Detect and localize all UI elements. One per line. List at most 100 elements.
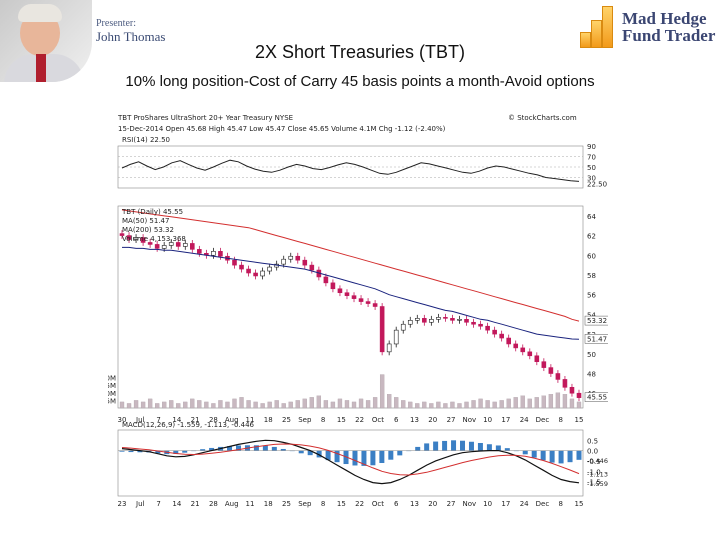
price-candle bbox=[548, 367, 554, 374]
price-candle bbox=[344, 292, 350, 296]
price-candle bbox=[232, 259, 237, 266]
x-tick-top-5: 28 bbox=[209, 416, 218, 424]
macd-histogram-bar bbox=[451, 440, 457, 451]
price-candle bbox=[133, 237, 139, 240]
price-candle bbox=[478, 323, 483, 327]
volume-bar bbox=[140, 401, 146, 409]
volume-bar bbox=[302, 398, 307, 409]
price-candle bbox=[372, 303, 378, 307]
price-candle bbox=[443, 317, 448, 319]
price-candle bbox=[422, 318, 427, 323]
macd-tick-3: -1.0 bbox=[587, 468, 601, 476]
macd-histogram-bar bbox=[379, 450, 385, 463]
chart-source-label: © StockCharts.com bbox=[508, 114, 577, 122]
volume-bar bbox=[204, 401, 209, 409]
x-tick-top-3: 14 bbox=[172, 416, 181, 424]
price-candle bbox=[337, 288, 343, 294]
price-tick-4: 56 bbox=[587, 292, 596, 300]
price-candle bbox=[450, 318, 455, 321]
volume-bar bbox=[295, 400, 300, 409]
x-tick-bottom-16: 13 bbox=[410, 500, 419, 508]
x-tick-bottom-1: Jul bbox=[135, 500, 145, 508]
volume-bar bbox=[330, 401, 336, 409]
x-tick-bottom-17: 20 bbox=[428, 500, 437, 508]
volume-bar bbox=[548, 394, 554, 409]
price-candle bbox=[492, 329, 497, 335]
x-tick-top-23: Dec bbox=[536, 416, 550, 424]
macd-tick-0: 0.5 bbox=[587, 437, 598, 445]
macd-histogram-bar bbox=[442, 440, 448, 451]
price-tick-3: 58 bbox=[587, 272, 596, 280]
price-candle bbox=[386, 343, 392, 353]
x-tick-bottom-20: 10 bbox=[483, 500, 492, 508]
price-tick-5: 54 bbox=[587, 311, 596, 319]
volume-bar bbox=[520, 395, 525, 409]
x-tick-bottom-3: 14 bbox=[172, 500, 181, 508]
macd-last-label-1: -1.113 bbox=[587, 471, 608, 479]
price-candle bbox=[281, 258, 287, 265]
x-tick-bottom-21: 17 bbox=[501, 500, 510, 508]
macd-histogram-bar bbox=[424, 443, 430, 451]
macd-histogram-bar bbox=[486, 444, 492, 451]
x-tick-bottom-23: Dec bbox=[536, 500, 550, 508]
macd-histogram-bar bbox=[182, 450, 188, 453]
volume-bar bbox=[169, 400, 174, 409]
x-tick-bottom-10: Sep bbox=[298, 500, 312, 508]
macd-histogram-bar bbox=[388, 450, 394, 460]
volume-bar bbox=[478, 398, 483, 409]
macd-panel-frame bbox=[117, 429, 584, 497]
volume-bar bbox=[562, 394, 568, 409]
x-tick-bottom-7: 11 bbox=[245, 500, 254, 508]
x-tick-top-19: Nov bbox=[462, 416, 476, 424]
volume-bar bbox=[415, 403, 420, 409]
price-candle bbox=[147, 242, 153, 245]
x-tick-top-8: 18 bbox=[264, 416, 273, 424]
volume-bar bbox=[499, 400, 504, 409]
price-candle bbox=[407, 320, 413, 325]
volume-bar bbox=[422, 401, 427, 409]
macd-histogram-bar bbox=[307, 450, 313, 456]
logo-line-1: Mad Hedge bbox=[622, 9, 707, 28]
macd-histogram-bar bbox=[468, 441, 474, 451]
x-tick-top-12: 15 bbox=[337, 416, 346, 424]
volume-bar bbox=[133, 400, 139, 409]
price-legend-3: Volume 4,153,368 bbox=[122, 235, 186, 243]
price-candle bbox=[175, 242, 181, 247]
price-legend-1: MA(50) 51.47 bbox=[122, 217, 169, 225]
volume-bar bbox=[239, 397, 244, 409]
ma50-line bbox=[122, 246, 580, 340]
volume-bar bbox=[513, 397, 518, 409]
volume-bar bbox=[555, 392, 561, 409]
price-candle bbox=[119, 233, 125, 236]
volume-bar bbox=[218, 400, 223, 409]
price-candle bbox=[154, 244, 160, 249]
volume-bar bbox=[246, 400, 251, 409]
price-candle bbox=[323, 276, 329, 284]
volume-bar bbox=[351, 401, 357, 409]
price-candle bbox=[140, 237, 146, 243]
company-logo: Mad Hedge Fund Trader bbox=[578, 2, 718, 54]
volume-bar bbox=[253, 401, 258, 409]
price-candle bbox=[429, 319, 434, 323]
price-candle bbox=[506, 337, 511, 345]
rsi-tick-2: 50 bbox=[587, 164, 596, 172]
volume-bar bbox=[119, 401, 125, 409]
price-candle bbox=[457, 319, 462, 321]
volume-bar bbox=[211, 403, 216, 409]
stock-chart-svg: TBT ProShares UltraShort 20+ Year Treasu… bbox=[101, 114, 610, 508]
price-candle bbox=[464, 319, 469, 323]
macd-histogram-bar bbox=[128, 450, 134, 453]
volume-bar bbox=[443, 403, 448, 409]
price-candle bbox=[499, 333, 504, 339]
macd-histogram-bar bbox=[370, 450, 376, 466]
x-tick-top-9: 25 bbox=[282, 416, 291, 424]
x-tick-top-4: 21 bbox=[191, 416, 200, 424]
volume-bar bbox=[379, 374, 385, 409]
x-tick-bottom-11: 8 bbox=[321, 500, 325, 508]
volume-bar bbox=[358, 398, 364, 409]
ma200-line bbox=[121, 209, 580, 322]
slide-subtitle: 10% long position-Cost of Carry 45 basis… bbox=[125, 73, 595, 90]
price-tick-0: 64 bbox=[587, 213, 596, 221]
macd-tick-1: 0.0 bbox=[587, 448, 598, 456]
rsi-tick-1: 70 bbox=[587, 154, 596, 162]
